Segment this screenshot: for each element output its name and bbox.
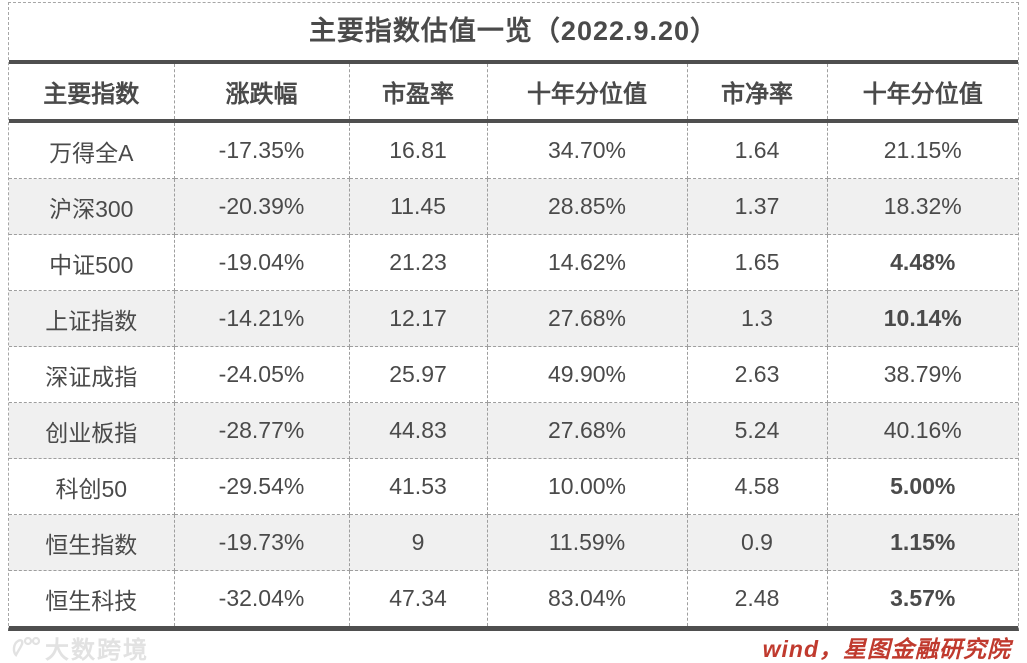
cell: 11.59% (487, 514, 688, 571)
cell: -20.39% (174, 178, 350, 235)
cell: 44.83 (349, 402, 488, 459)
cell: 1.3 (687, 290, 828, 347)
row-label: 沪深300 (9, 178, 175, 235)
cell: 34.70% (487, 121, 688, 179)
row-label: 万得全A (9, 121, 175, 179)
cell: 28.85% (487, 178, 688, 235)
watermark: 大数跨境 (10, 630, 149, 663)
column-header-6: 十年分位值 (827, 64, 1018, 123)
cell: 21.23 (349, 234, 488, 291)
row-label: 科创50 (9, 458, 175, 515)
row-label: 恒生指数 (9, 514, 175, 571)
cell: 5.24 (687, 402, 828, 459)
table-title: 主要指数估值一览（2022.9.20） (9, 3, 1018, 64)
cell: -24.05% (174, 346, 350, 403)
table-row: 中证500 -19.04% 21.23 14.62% 1.65 4.48% (9, 234, 1018, 291)
cell: 18.32% (827, 178, 1018, 235)
cell: 40.16% (827, 402, 1018, 459)
cell: 4.48% (827, 234, 1018, 291)
column-header-2: 涨跌幅 (174, 64, 350, 123)
cell: -32.04% (174, 570, 350, 626)
cell: -28.77% (174, 402, 350, 459)
valuation-table-card: 主要指数估值一览（2022.9.20） 主要指数 涨跌幅 市盈率 十年分位值 市净率 十年… (8, 2, 1019, 631)
table-row: 万得全A -17.35% 16.81 34.70% 1.64 21.15% (9, 121, 1018, 179)
cell: 5.00% (827, 458, 1018, 515)
cell: -29.54% (174, 458, 350, 515)
cell: 9 (349, 514, 488, 571)
table-row: 恒生指数 -19.73% 9 11.59% 0.9 1.15% (9, 514, 1018, 571)
cell: 83.04% (487, 570, 688, 626)
cell: 25.97 (349, 346, 488, 403)
data-source-text: wind，星图金融研究院 (762, 636, 1011, 662)
column-header-1: 主要指数 (9, 64, 175, 123)
cell: 49.90% (487, 346, 688, 403)
cell: 10.00% (487, 458, 688, 515)
table-row: 上证指数 -14.21% 12.17 27.68% 1.3 10.14% (9, 290, 1018, 347)
cell: 0.9 (687, 514, 828, 571)
table-row: 沪深300 -20.39% 11.45 28.85% 1.37 18.32% (9, 178, 1018, 235)
watermark-text: 大数跨境 (45, 636, 149, 663)
table-row: 深证成指 -24.05% 25.97 49.90% 2.63 38.79% (9, 346, 1018, 403)
column-header-3: 市盈率 (349, 64, 488, 123)
footer: 大数跨境 wind，星图金融研究院 (10, 630, 1015, 663)
cell: 11.45 (349, 178, 488, 235)
cell: 1.65 (687, 234, 828, 291)
row-label: 上证指数 (9, 290, 175, 347)
cell: -17.35% (174, 121, 350, 179)
column-header-5: 市净率 (687, 64, 828, 123)
cell: 47.34 (349, 570, 488, 626)
cell: 3.57% (890, 585, 956, 611)
header-row: 主要指数 涨跌幅 市盈率 十年分位值 市净率 十年分位值 (9, 64, 1018, 123)
cell: 21.15% (827, 121, 1018, 179)
row-label: 恒生科技 (9, 570, 175, 626)
cell: 10.14% (827, 290, 1018, 347)
table-row: 恒生科技 -32.04% 47.34 83.04% 2.48 3.57% (9, 570, 1018, 626)
cell: 1.64 (687, 121, 828, 179)
cell: 12.17 (349, 290, 488, 347)
column-header-4: 十年分位值 (487, 64, 688, 123)
row-label: 创业板指 (9, 402, 175, 459)
cell: 27.68% (487, 290, 688, 347)
row-label: 中证500 (9, 234, 175, 291)
cell: 16.81 (349, 121, 488, 179)
cell: -19.04% (174, 234, 350, 291)
cell: 41.53 (349, 458, 488, 515)
cell: 38.79% (827, 346, 1018, 403)
watermark-logo-icon (10, 634, 40, 660)
cell: 2.48 (687, 570, 828, 626)
row-label: 深证成指 (9, 346, 175, 403)
cell: 2.63 (687, 346, 828, 403)
cell: 1.37 (687, 178, 828, 235)
cell: 1.15% (827, 514, 1018, 571)
table-row: 科创50 -29.54% 41.53 10.00% 4.58 5.00% (9, 458, 1018, 515)
valuation-table: 主要指数 涨跌幅 市盈率 十年分位值 市净率 十年分位值 万得全A -17.35% 16.81… (9, 64, 1018, 626)
cell: -19.73% (174, 514, 350, 571)
cell: -14.21% (174, 290, 350, 347)
cell: 14.62% (487, 234, 688, 291)
cell: 27.68% (487, 402, 688, 459)
table-row: 创业板指 -28.77% 44.83 27.68% 5.24 40.16% (9, 402, 1018, 459)
cell: 4.58 (687, 458, 828, 515)
